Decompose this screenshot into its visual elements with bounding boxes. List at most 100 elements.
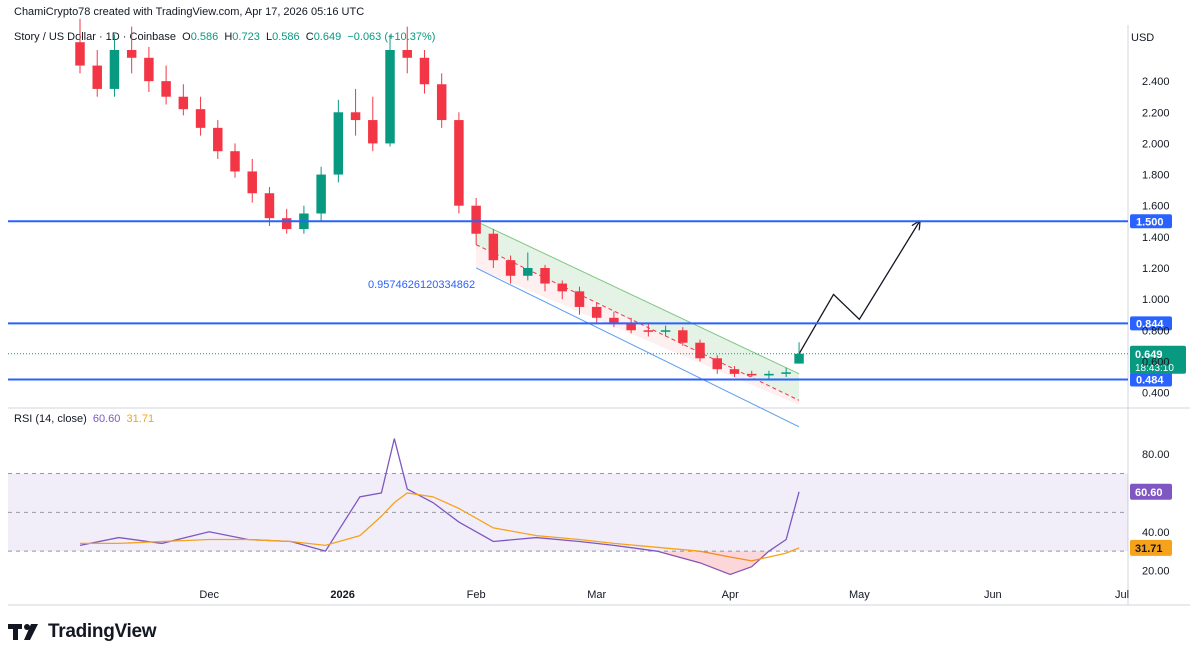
- candle-body: [794, 353, 804, 364]
- rsi-ma-tag: [1130, 539, 1172, 556]
- rsi-ma-tag-label: 31.71: [1135, 543, 1163, 555]
- rsi-ma-value: 31.71: [126, 413, 155, 425]
- candle-body: [92, 65, 102, 89]
- low-value: 0.586: [272, 31, 300, 43]
- candle-body: [247, 171, 257, 194]
- candle-body: [609, 317, 619, 323]
- close-label: C: [305, 31, 314, 43]
- candle-body: [436, 84, 447, 121]
- candle-body: [402, 50, 412, 58]
- rsi-value-tag: [1130, 483, 1172, 500]
- price-tick-label: 1.800: [1142, 170, 1170, 182]
- candle-body: [230, 151, 240, 172]
- high-value: 0.723: [232, 31, 260, 43]
- candle-series: [75, 18, 804, 379]
- rsi-title[interactable]: RSI (14, close): [14, 413, 87, 425]
- candle-body: [264, 193, 275, 219]
- level-tag-label: 0.484: [1136, 374, 1164, 386]
- candle-body: [746, 373, 757, 376]
- level-tag: [1130, 214, 1172, 229]
- candle-body: [144, 57, 154, 82]
- candle-body: [213, 127, 223, 152]
- candle-body: [178, 96, 189, 110]
- time-tick-label: 2026: [330, 589, 354, 601]
- candle-body: [505, 260, 516, 276]
- time-tick-label: Feb: [467, 589, 486, 601]
- price-tick-label: 1.000: [1142, 294, 1170, 306]
- candle-body: [419, 57, 430, 85]
- candle-body: [109, 50, 120, 89]
- time-tick-label: Jun: [984, 589, 1002, 601]
- candle-body: [574, 291, 585, 307]
- candle-body: [764, 373, 774, 376]
- symbol-name[interactable]: Story / US Dollar · 1D · Coinbase: [14, 31, 176, 43]
- time-tick-label: Apr: [722, 589, 739, 601]
- price-tick-label: 0.400: [1142, 388, 1170, 400]
- candle-body: [385, 50, 395, 144]
- channel-lower-line: [475, 267, 800, 428]
- candle-body: [591, 306, 602, 318]
- open-value: 0.586: [190, 31, 219, 43]
- price-countdown: 18:43:10: [1135, 363, 1174, 374]
- candle-body: [454, 120, 464, 206]
- rsi-legend: RSI (14, close) 60.60 31.71: [14, 413, 154, 425]
- candle-body: [75, 42, 85, 66]
- candle-body: [712, 358, 722, 370]
- candle-body: [540, 267, 550, 284]
- price-tick-label: 2.200: [1142, 107, 1170, 119]
- time-tick-label: May: [849, 589, 870, 601]
- projection-arrow: [798, 221, 920, 355]
- candle-body: [660, 330, 671, 332]
- symbol-legend: Story / US Dollar · 1D · Coinbase O0.586…: [14, 31, 435, 43]
- price-tick-label: 1.400: [1142, 232, 1170, 244]
- channel-annotation: 0.9574626120334862: [368, 279, 475, 291]
- low-label: L: [265, 31, 273, 43]
- rsi-tick-label: 40.00: [1142, 527, 1170, 539]
- channel-upper-line: [475, 220, 800, 375]
- candle-body: [695, 342, 705, 359]
- candle-body: [316, 174, 326, 214]
- tradingview-logo-icon: [8, 622, 42, 642]
- rsi-oversold-fill: [656, 551, 769, 575]
- level-tag-label: 0.844: [1136, 318, 1164, 330]
- rsi-ma-line: [80, 492, 800, 562]
- price-tick-label: 1.600: [1142, 201, 1170, 213]
- candle-body: [488, 233, 499, 261]
- price-tick-label: 2.400: [1142, 76, 1170, 88]
- price-tick-label: 0.800: [1142, 325, 1170, 337]
- candle-body: [333, 112, 344, 175]
- candle-body: [126, 50, 137, 58]
- currency-label[interactable]: USD: [1131, 32, 1155, 44]
- candle-body: [350, 112, 361, 121]
- change-value: −0.063 (+10.37%): [347, 31, 436, 43]
- candle-body: [368, 120, 378, 144]
- brand-name: TradingView: [48, 621, 157, 642]
- level-tag-label: 1.500: [1136, 216, 1164, 228]
- candle-body: [471, 205, 481, 234]
- level-tag: [1130, 316, 1172, 331]
- price-tick-label: 0.600: [1142, 356, 1170, 368]
- high-label: H: [224, 31, 233, 43]
- candle-body: [281, 218, 292, 230]
- candle-body: [678, 330, 688, 343]
- candle-body: [781, 372, 791, 374]
- candle-body: [643, 330, 654, 332]
- chart-canvas[interactable]: 0.9574626120334862 1.500 0.844 0.484 0.649 1…: [0, 0, 1200, 610]
- price-tag-label: 0.649: [1135, 349, 1163, 361]
- candle-body: [195, 109, 206, 128]
- candle-body: [523, 267, 533, 276]
- open-label: O: [182, 31, 191, 43]
- time-tick-label: Dec: [199, 589, 219, 601]
- tradingview-brand[interactable]: TradingView: [8, 620, 157, 644]
- rsi-value-tag-label: 60.60: [1135, 487, 1163, 499]
- price-tick-label: 2.000: [1142, 138, 1170, 150]
- candle-body: [729, 369, 740, 374]
- candle-body: [626, 322, 636, 331]
- price-tick-label: 1.200: [1142, 263, 1170, 275]
- close-value: 0.649: [313, 31, 342, 43]
- channel-upper-fill: [476, 221, 800, 401]
- candle-body: [161, 81, 171, 97]
- chart-credit: ChamiCrypto78 created with TradingView.c…: [14, 6, 365, 18]
- rsi-tick-label: 20.00: [1142, 566, 1170, 578]
- rsi-line: [79, 438, 800, 576]
